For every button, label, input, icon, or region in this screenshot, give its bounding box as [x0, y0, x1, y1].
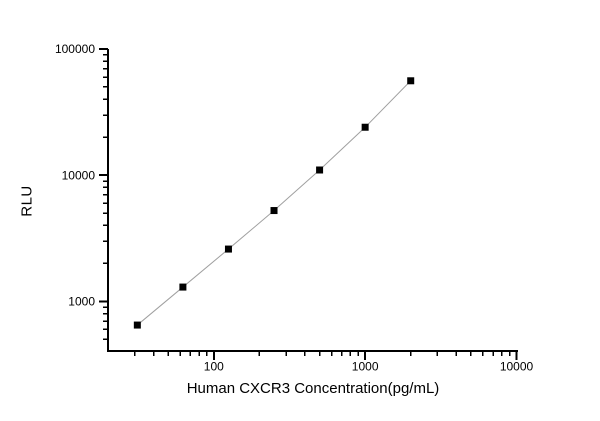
- x-tick-label: 1000: [352, 360, 379, 374]
- data-point: [179, 283, 187, 291]
- y-tick-label: 1000: [68, 295, 95, 309]
- x-axis-title: Human CXCR3 Concentration(pg/mL): [186, 380, 440, 397]
- data-point: [316, 166, 324, 174]
- y-axis-title: RLU: [18, 185, 36, 217]
- axis-frame: [107, 49, 518, 352]
- data-point: [224, 245, 232, 253]
- series-line: [137, 80, 412, 326]
- data-point: [361, 123, 369, 131]
- y-tick-label: 10000: [62, 168, 96, 182]
- data-point: [407, 77, 415, 85]
- data-point: [133, 321, 141, 329]
- x-tick-label: 10000: [500, 360, 534, 374]
- x-tick-label: 100: [204, 360, 224, 374]
- data-point: [270, 207, 278, 215]
- y-tick-label: 100000: [55, 42, 95, 56]
